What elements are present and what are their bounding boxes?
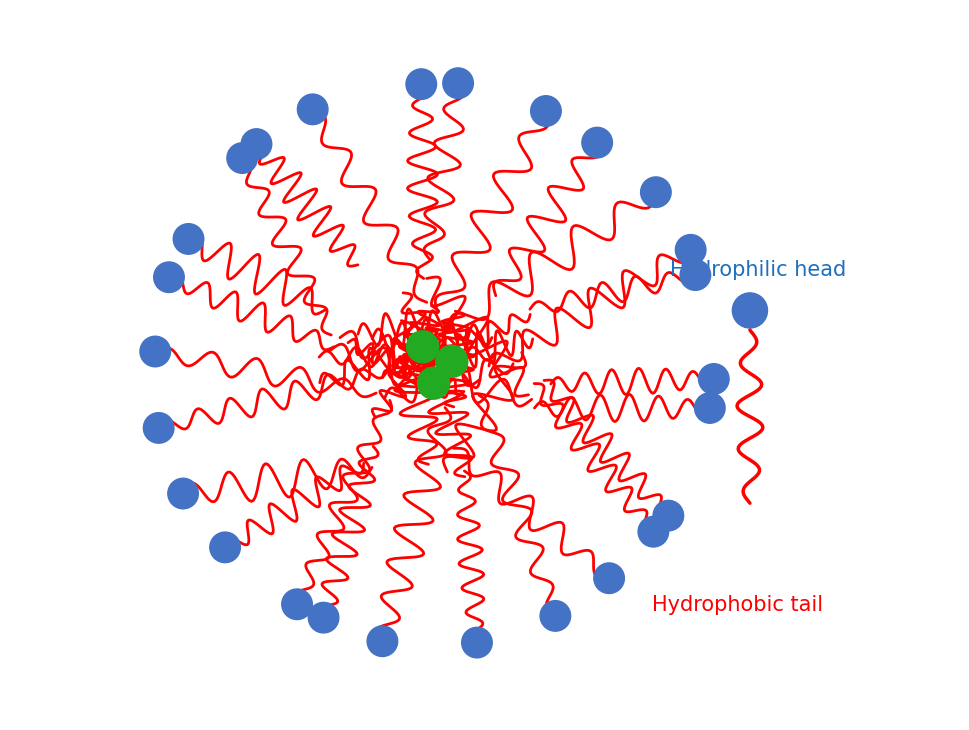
- Circle shape: [695, 393, 725, 423]
- Circle shape: [282, 589, 312, 620]
- Circle shape: [407, 331, 439, 363]
- Circle shape: [227, 143, 258, 173]
- Circle shape: [582, 127, 612, 158]
- Circle shape: [154, 262, 184, 293]
- Circle shape: [297, 94, 328, 125]
- Circle shape: [641, 177, 672, 207]
- Circle shape: [308, 602, 339, 633]
- Circle shape: [436, 345, 468, 377]
- Circle shape: [531, 96, 561, 126]
- Circle shape: [210, 532, 240, 563]
- Circle shape: [168, 478, 199, 509]
- Circle shape: [639, 516, 669, 547]
- Circle shape: [594, 563, 624, 593]
- Text: Hydrophilic head: Hydrophilic head: [670, 261, 846, 280]
- Circle shape: [418, 367, 450, 399]
- Circle shape: [653, 500, 683, 531]
- Circle shape: [675, 234, 706, 265]
- Circle shape: [443, 68, 474, 99]
- Circle shape: [680, 260, 710, 291]
- Circle shape: [699, 364, 729, 394]
- Circle shape: [367, 626, 397, 656]
- Circle shape: [733, 293, 767, 328]
- Circle shape: [461, 627, 492, 658]
- Circle shape: [143, 412, 174, 443]
- Circle shape: [241, 128, 271, 159]
- Circle shape: [173, 223, 203, 254]
- Circle shape: [140, 337, 171, 366]
- Circle shape: [406, 69, 437, 99]
- Text: Hydrophobic tail: Hydrophobic tail: [652, 595, 823, 615]
- Circle shape: [540, 601, 571, 631]
